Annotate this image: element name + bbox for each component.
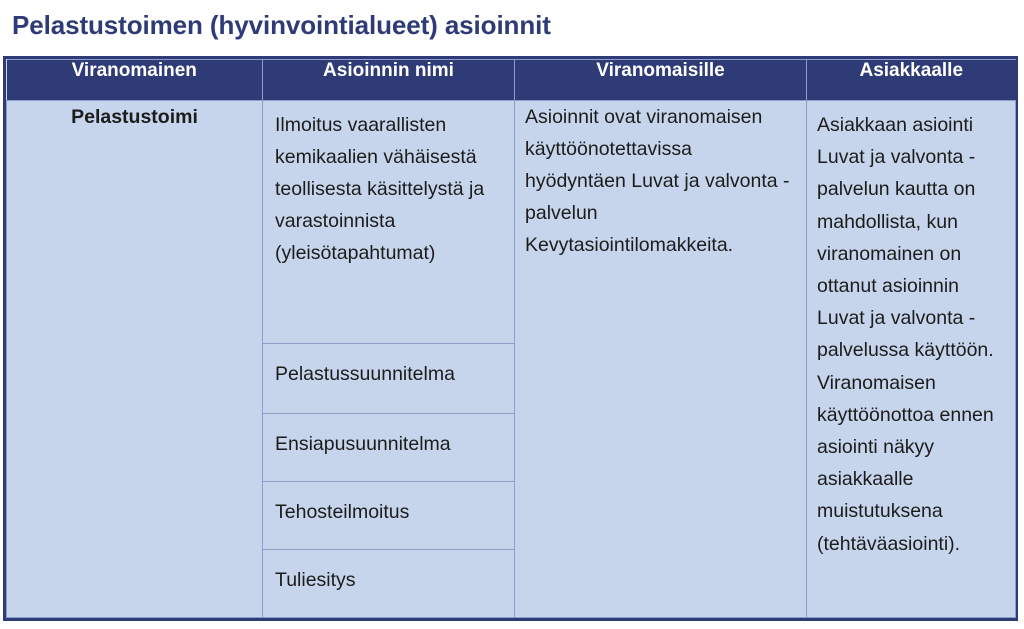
- column-header-asiakkaalle: Asiakkaalle: [806, 59, 1016, 101]
- service-label: Tehosteilmoitus: [275, 501, 410, 524]
- cell-service-name: Tuliesitys: [262, 549, 515, 618]
- for-authorities-text: Asioinnit ovat viranomaisen käyttöönotet…: [525, 106, 790, 256]
- column-header-asioinnin-nimi: Asioinnin nimi: [262, 59, 515, 101]
- services-table: Viranomainen Asioinnin nimi Viranomaisil…: [6, 59, 1016, 618]
- cell-service-name: Pelastussuunnitelma: [262, 342, 515, 414]
- table-row: Tehosteilmoitus: [7, 481, 1016, 551]
- column-header-viranomainen: Viranomainen: [6, 59, 263, 101]
- table-header-row: Viranomainen Asioinnin nimi Viranomaisil…: [6, 59, 1016, 101]
- cell-for-customers: Asiakkaan asiointi Luvat ja valvonta -pa…: [806, 100, 1016, 618]
- table-row: Ensiapusuunnitelma: [7, 412, 1016, 483]
- cell-authority-pelastustoimi: Pelastustoimi: [6, 100, 263, 618]
- service-label: Ensiapusuunnitelma: [275, 432, 451, 455]
- cell-service-name: Ilmoitus vaarallisten kemikaalien vähäis…: [262, 100, 515, 344]
- service-label: Ilmoitus vaarallisten kemikaalien vähäis…: [275, 114, 485, 264]
- table-row: Pelastustoimi Ilmoitus vaarallisten kemi…: [6, 100, 1016, 618]
- authority-label: Pelastustoimi: [71, 106, 198, 128]
- table-row: Tuliesitys: [7, 549, 1016, 618]
- table-header: Viranomainen Asioinnin nimi Viranomaisil…: [6, 59, 1016, 101]
- table-body: Pelastustoimi Ilmoitus vaarallisten kemi…: [6, 100, 1016, 618]
- cell-service-name: Ensiapusuunnitelma: [262, 412, 515, 483]
- page-title: Pelastustoimen (hyvinvointialueet) asioi…: [12, 10, 551, 40]
- column-header-viranomaisille: Viranomaisille: [514, 59, 807, 101]
- cell-for-authorities: Asioinnit ovat viranomaisen käyttöönotet…: [514, 100, 807, 618]
- cell-service-name: Tehosteilmoitus: [262, 481, 515, 551]
- service-label: Tuliesitys: [275, 569, 356, 592]
- for-customers-text: Asiakkaan asiointi Luvat ja valvonta -pa…: [817, 114, 994, 555]
- service-label: Pelastussuunnitelma: [275, 362, 455, 385]
- table-row: Pelastussuunnitelma: [7, 342, 1016, 414]
- services-table-container: Viranomainen Asioinnin nimi Viranomaisil…: [3, 56, 1018, 621]
